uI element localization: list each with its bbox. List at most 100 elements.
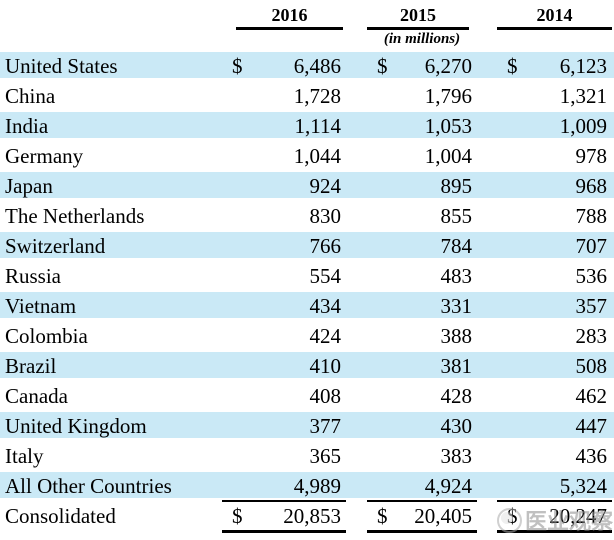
value-2014: 1,009 (497, 112, 612, 142)
country-name: India (5, 114, 49, 138)
value-text: 4,924 (424, 474, 472, 498)
spacer (477, 82, 497, 112)
table-row: United Kingdom 377 430 447 (0, 412, 614, 442)
value-2015: 428 (367, 382, 477, 412)
spacer (346, 232, 367, 262)
spacer (477, 502, 497, 533)
value-text: 20,405 (414, 504, 472, 528)
spacer (346, 82, 367, 112)
value-text: 5,324 (559, 474, 607, 498)
country-name: Japan (5, 174, 53, 198)
value-text: 462 (575, 384, 608, 408)
value-text: 283 (575, 324, 608, 348)
table-row: Switzerland 766 784 707 (0, 232, 614, 262)
value-text: 408 (309, 384, 342, 408)
value-text: 436 (575, 444, 608, 468)
value-2015: 381 (367, 352, 477, 382)
value-2014: 788 (497, 202, 612, 232)
value-text: 410 (309, 354, 342, 378)
value-2014: 283 (497, 322, 612, 352)
value-text: 1,004 (424, 144, 472, 168)
value-text: 430 (440, 414, 473, 438)
value-text: 6,270 (424, 54, 472, 78)
country-name: Russia (5, 264, 62, 288)
table-row: Italy 365 383 436 (0, 442, 614, 472)
value-2016: 4,989 (222, 472, 346, 502)
value-2016: $6,486 (222, 52, 346, 82)
column-header-2016: 2016 (236, 3, 343, 30)
spacer (477, 262, 497, 292)
spacer (477, 172, 497, 202)
spacer (477, 412, 497, 442)
value-2016: 424 (222, 322, 346, 352)
country-name: Germany (5, 144, 84, 168)
value-2016: 434 (222, 292, 346, 322)
table-row: Brazil 410 381 508 (0, 352, 614, 382)
value-text: 536 (575, 264, 608, 288)
spacer (477, 142, 497, 172)
value-2015: 388 (367, 322, 477, 352)
spacer (477, 202, 497, 232)
units-note: (in millions) (383, 31, 461, 47)
value-2016: 1,728 (222, 82, 346, 112)
value-2015: 430 (367, 412, 477, 442)
spacer (346, 52, 367, 82)
value-2014: 357 (497, 292, 612, 322)
value-2015: 1,796 (367, 82, 477, 112)
country-name: Canada (5, 384, 68, 408)
spacer (346, 352, 367, 382)
value-2016: 408 (222, 382, 346, 412)
table-row: The Netherlands 830 855 788 (0, 202, 614, 232)
value-2014: $6,123 (497, 52, 612, 82)
value-text: 428 (440, 384, 473, 408)
value-text: 1,796 (424, 84, 472, 108)
value-2016: 1,114 (222, 112, 346, 142)
value-2015: $20,405 (367, 502, 477, 533)
spacer (346, 172, 367, 202)
spacer (346, 112, 367, 142)
spacer (477, 292, 497, 322)
value-text: 388 (440, 324, 473, 348)
table-row-consolidated-total: Consolidated $20,853 $20,405 $20,247 (0, 502, 614, 533)
value-2014: 978 (497, 142, 612, 172)
table-row: Germany 1,044 1,004 978 (0, 142, 614, 172)
value-2015: 1,053 (367, 112, 477, 142)
country-name: United States (5, 54, 118, 78)
value-text: 20,247 (549, 504, 607, 528)
value-text: 1,114 (294, 114, 341, 138)
value-text: 968 (575, 174, 608, 198)
value-text: 788 (575, 204, 608, 228)
value-2014: 968 (497, 172, 612, 202)
value-text: 1,053 (424, 114, 472, 138)
value-2016: 365 (222, 442, 346, 472)
spacer (477, 382, 497, 412)
spacer (346, 142, 367, 172)
currency-symbol: $ (232, 504, 243, 528)
country-name: Consolidated (5, 504, 116, 528)
country-name: United Kingdom (5, 414, 147, 438)
value-text: 4,989 (293, 474, 341, 498)
country-name: The Netherlands (5, 204, 145, 228)
value-text: 924 (309, 174, 342, 198)
value-text: 424 (309, 324, 342, 348)
table-row: Russia 554 483 536 (0, 262, 614, 292)
value-text: 766 (309, 234, 342, 258)
value-2014: 436 (497, 442, 612, 472)
value-text: 377 (309, 414, 342, 438)
spacer (477, 112, 497, 142)
value-2016: 924 (222, 172, 346, 202)
value-text: 365 (309, 444, 342, 468)
value-text: 855 (440, 204, 473, 228)
table-row: India 1,114 1,053 1,009 (0, 112, 614, 142)
units-note-row: (in millions) (0, 30, 614, 52)
country-name: Colombia (5, 324, 88, 348)
value-2016: 377 (222, 412, 346, 442)
spacer (477, 52, 497, 82)
value-2014: 536 (497, 262, 612, 292)
table-row: China 1,728 1,796 1,321 (0, 82, 614, 112)
currency-symbol: $ (377, 504, 388, 528)
value-2016: 766 (222, 232, 346, 262)
value-2016: 410 (222, 352, 346, 382)
value-text: 895 (440, 174, 473, 198)
currency-symbol: $ (377, 54, 388, 78)
